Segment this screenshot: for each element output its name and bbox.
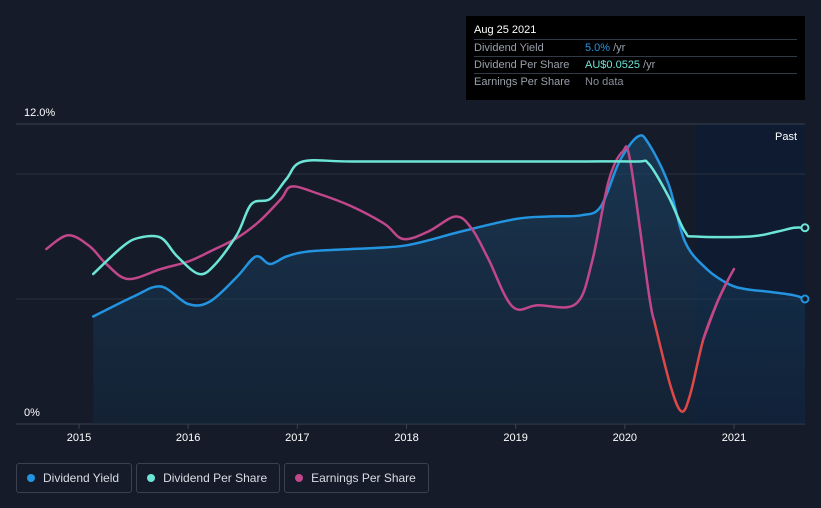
legend-dot-icon xyxy=(295,474,304,482)
x-tick-label: 2018 xyxy=(394,432,418,444)
x-tick-label: 2015 xyxy=(67,432,91,444)
x-tick-label: 2021 xyxy=(722,432,746,444)
series-area-dividend-yield xyxy=(93,135,805,424)
tooltip-row-earnings-per-share: Earnings Per Share No data xyxy=(474,73,797,90)
legend-dot-icon xyxy=(27,474,35,482)
series-line-earnings-per-share-recovery xyxy=(702,267,736,341)
x-tick-label: 2020 xyxy=(613,432,637,444)
tooltip-date: Aug 25 2021 xyxy=(474,24,537,36)
legend-label: Earnings Per Share xyxy=(311,471,416,485)
tooltip-unit: /yr xyxy=(643,59,656,71)
series-line-dividend-yield xyxy=(91,134,807,318)
x-tick-label: 2017 xyxy=(285,432,309,444)
series-end-marker xyxy=(800,223,810,233)
series-layer xyxy=(45,134,810,424)
series-end-marker xyxy=(800,294,810,304)
tooltip-value: AU$0.0525 xyxy=(585,59,641,71)
legend-item-dividend-yield[interactable]: Dividend Yield xyxy=(16,463,133,493)
legend-label: Dividend Per Share xyxy=(163,471,268,485)
series-line-dividend-per-share xyxy=(91,158,807,276)
tooltip-row-dividend-per-share: Dividend Per Share AU$0.0525 /yr xyxy=(474,56,797,73)
x-tick-label: 2019 xyxy=(503,432,527,444)
y-tick-label-top: 12.0% xyxy=(24,107,55,119)
tooltip: Aug 25 2021 Dividend Yield 5.0% /yr Divi… xyxy=(466,16,805,100)
legend-item-earnings-per-share[interactable]: Earnings Per Share xyxy=(284,463,429,493)
series-line-earnings-per-share xyxy=(45,145,656,323)
tooltip-label: Dividend Yield xyxy=(474,42,544,54)
y-tick-label-bottom: 0% xyxy=(24,407,40,419)
tooltip-label: Dividend Per Share xyxy=(474,59,570,71)
legend-dot-icon xyxy=(147,474,156,482)
x-tick-label: 2016 xyxy=(176,432,200,444)
tooltip-value: No data xyxy=(585,76,624,88)
past-label: Past xyxy=(775,131,797,143)
tooltip-unit: /yr xyxy=(613,42,626,54)
tooltip-label: Earnings Per Share xyxy=(474,76,570,88)
tooltip-value: 5.0% xyxy=(585,42,611,54)
x-axis-ticks: 2015 2016 2017 2018 2019 2020 2021 xyxy=(67,424,746,444)
legend: Dividend Yield Dividend Per Share Earnin… xyxy=(16,463,429,493)
legend-label: Dividend Yield xyxy=(43,471,120,485)
tooltip-row-dividend-yield: Dividend Yield 5.0% /yr xyxy=(474,39,797,56)
legend-item-dividend-per-share[interactable]: Dividend Per Share xyxy=(136,463,281,493)
